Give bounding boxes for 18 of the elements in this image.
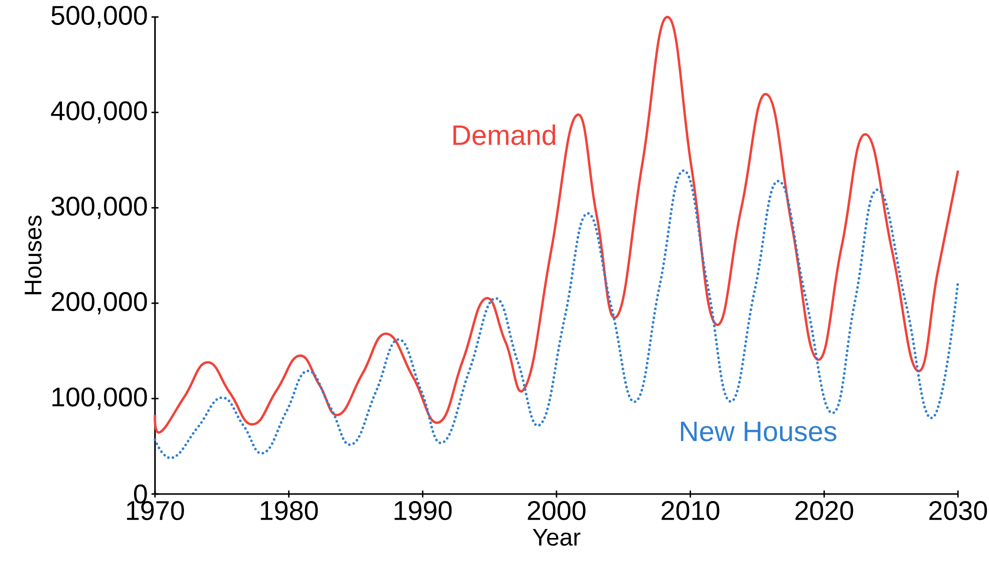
x-tick-label: 2000 [528,501,586,520]
x-tick-label: 2010 [662,501,720,520]
y-tick-label: 0 [134,484,147,504]
y-axis-title: Houses [24,216,42,294]
x-tick-label: 1990 [394,501,452,520]
y-tick-label: 500,000 [51,6,147,28]
x-axis-title: Year [532,528,580,546]
line-series [154,169,960,460]
x-tick-label: 2030 [929,501,987,520]
x-tick-label: 2020 [795,501,854,520]
x-tick-label: 1980 [260,501,318,520]
series-label: New Houses [680,422,836,442]
y-tick-label: 400,000 [51,101,147,124]
x-tick-label: 1970 [127,501,184,520]
y-tick-label: 100,000 [52,387,147,410]
series-label: Demand [453,124,556,146]
y-tick-label: 200,000 [52,292,147,314]
y-tick-label: 300,000 [51,196,147,219]
